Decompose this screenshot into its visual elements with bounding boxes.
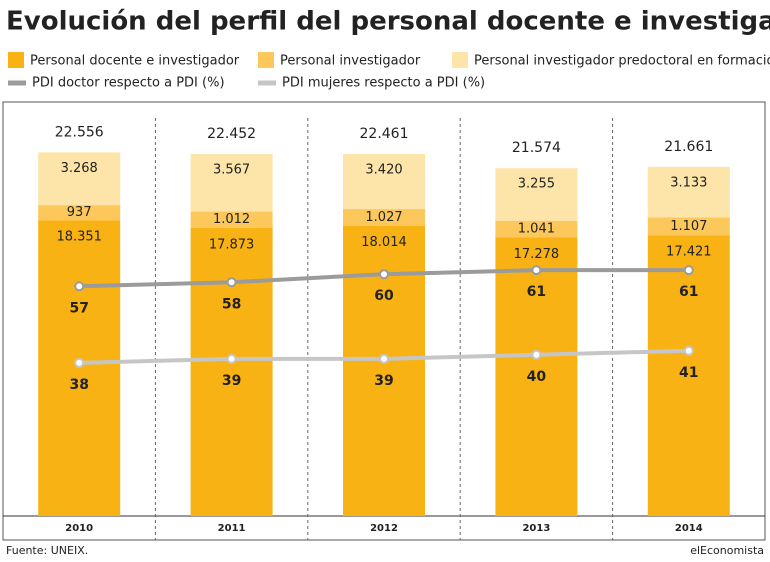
bar-segment xyxy=(343,209,425,226)
point-label: 41 xyxy=(679,365,698,381)
value-label: 1.107 xyxy=(670,219,707,234)
x-tick-label: 2013 xyxy=(522,523,550,534)
bar-segment xyxy=(190,227,273,516)
value-label: 17.421 xyxy=(666,245,712,260)
bar-segment xyxy=(38,152,121,206)
point-label: 39 xyxy=(222,373,241,389)
point-label: 58 xyxy=(222,296,241,312)
line-point xyxy=(531,265,542,276)
point-label: 40 xyxy=(527,369,547,385)
bar-segment xyxy=(647,235,730,517)
total-label: 22.461 xyxy=(360,126,409,142)
bar-segment xyxy=(495,220,578,238)
value-label: 937 xyxy=(67,205,92,220)
bar-segment xyxy=(190,154,273,212)
line-point xyxy=(74,357,85,368)
line-point xyxy=(226,353,237,364)
value-label: 3.255 xyxy=(518,177,555,192)
line-point xyxy=(531,349,542,360)
value-label: 17.278 xyxy=(514,247,560,262)
x-tick-label: 2014 xyxy=(675,523,703,534)
legend-label: Personal docente e investigador xyxy=(30,54,240,69)
point-label: 57 xyxy=(69,300,88,316)
point-label: 61 xyxy=(679,284,698,300)
bar-segment xyxy=(495,168,578,221)
total-label: 22.556 xyxy=(55,124,104,140)
value-label: 3.268 xyxy=(61,161,98,176)
bar-segment xyxy=(38,220,121,516)
credit: elEconomista xyxy=(690,544,764,557)
bar-segment xyxy=(495,237,578,516)
x-tick-label: 2012 xyxy=(370,523,398,534)
bar-segment xyxy=(38,205,121,221)
legend-label: Personal investigador xyxy=(280,54,421,69)
point-label: 61 xyxy=(527,284,546,300)
value-label: 3.420 xyxy=(365,162,402,177)
x-tick-label: 2011 xyxy=(218,523,246,534)
line-point xyxy=(74,281,85,292)
bar-segment xyxy=(647,166,730,218)
value-label: 3.567 xyxy=(213,163,250,178)
legend-swatch xyxy=(452,52,468,68)
bar-segment xyxy=(647,217,730,236)
legend-label: PDI doctor respecto a PDI (%) xyxy=(32,76,225,91)
line-point xyxy=(379,269,389,280)
value-label: 17.873 xyxy=(209,237,255,252)
bar-segment xyxy=(343,225,425,516)
value-label: 1.041 xyxy=(518,222,555,237)
bar-segment xyxy=(343,153,425,210)
x-tick-label: 2010 xyxy=(65,523,93,534)
point-label: 38 xyxy=(69,377,88,393)
value-label: 1.012 xyxy=(213,212,250,227)
line-point xyxy=(379,353,389,364)
legend-swatch xyxy=(8,52,24,68)
line-point xyxy=(683,265,694,276)
source: Fuente: UNEIX. xyxy=(6,544,88,557)
legend-label: Personal investigador predoctoral en for… xyxy=(474,54,770,69)
line-point xyxy=(683,345,694,356)
value-label: 18.014 xyxy=(361,235,407,250)
total-label: 21.661 xyxy=(664,139,713,155)
point-label: 60 xyxy=(374,288,394,304)
value-label: 18.351 xyxy=(56,230,102,245)
value-label: 1.027 xyxy=(365,210,402,225)
chart-title: Evolución del perfil del personal docent… xyxy=(6,7,770,37)
plot-frame xyxy=(2,101,766,541)
legend-label: PDI mujeres respecto a PDI (%) xyxy=(282,76,485,91)
legend-swatch xyxy=(258,52,274,68)
total-label: 22.452 xyxy=(207,126,256,142)
line-point xyxy=(226,277,237,288)
point-label: 39 xyxy=(374,373,393,389)
bar-segment xyxy=(190,211,273,228)
total-label: 21.574 xyxy=(512,140,561,156)
value-label: 3.133 xyxy=(670,175,707,190)
